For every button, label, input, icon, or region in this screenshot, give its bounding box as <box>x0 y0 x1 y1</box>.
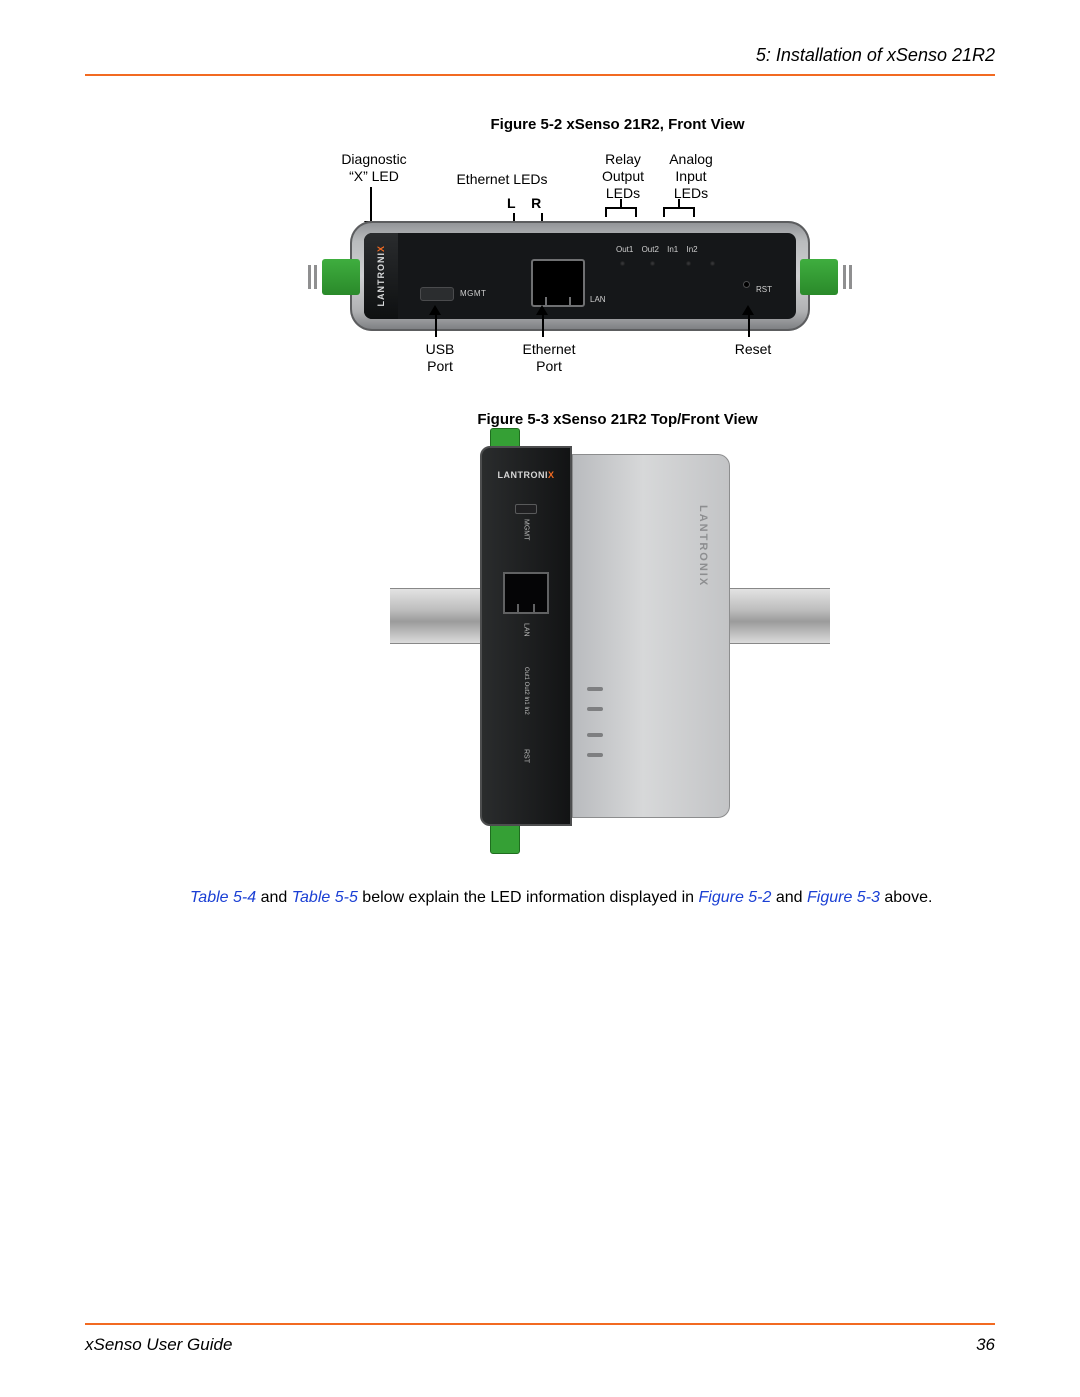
xref-table-5-5[interactable]: Table 5-5 <box>292 889 358 906</box>
callout-text: USB <box>426 341 455 357</box>
footer-page-number: 36 <box>976 1335 995 1355</box>
mgmt-label: MGMT <box>523 518 530 542</box>
callout-text: Output <box>602 168 644 184</box>
ethernet-port-icon <box>531 259 585 307</box>
device-side-face: LANTRONIX <box>572 454 730 818</box>
callout-line <box>678 199 680 207</box>
callout-text: Reset <box>735 341 772 357</box>
logo-text: X <box>376 245 386 252</box>
rst-label: RST <box>523 746 530 766</box>
footer-rule <box>85 1323 995 1325</box>
para-text: and <box>771 889 807 906</box>
lan-label: LAN <box>590 295 606 304</box>
callout-text: Input <box>675 168 706 184</box>
para-text: below explain the LED information displa… <box>358 889 699 906</box>
figure-5-2-caption: Figure 5-2 xSenso 21R2, Front View <box>240 116 995 133</box>
mgmt-label: MGMT <box>460 289 486 298</box>
arrow-up-icon <box>429 305 441 315</box>
led-icon <box>650 261 655 266</box>
led-icon <box>620 261 625 266</box>
callout-bracket <box>663 207 695 217</box>
rst-label: RST <box>756 285 772 294</box>
device-front-illustration: LANTRONIX MGMT LAN Out1 Out2 In1 In2 RST <box>350 221 810 331</box>
terminal-block-left-icon <box>322 259 360 295</box>
lantronix-side-logo: LANTRONIX <box>697 505 709 587</box>
device-front-face: LANTRONIX MGMT LAN Out1 Out2 In1 In2 RST <box>480 446 572 826</box>
callout-text: “X” LED <box>349 168 399 184</box>
led-icon <box>710 261 715 266</box>
logo-text: ANTRONI <box>503 470 548 480</box>
usb-port-icon <box>420 287 454 301</box>
lantronix-logo: LANTRONIX <box>376 245 386 307</box>
lan-label: LAN <box>523 620 530 640</box>
logo-text: X <box>548 470 555 480</box>
figure-5-3-caption: Figure 5-3 xSenso 21R2 Top/Front View <box>240 411 995 428</box>
arrow-up-icon <box>742 305 754 315</box>
body-paragraph: Table 5-4 and Table 5-5 below explain th… <box>190 886 945 909</box>
logo-text: LANTRONI <box>376 252 386 307</box>
callout-text: Ethernet LEDs <box>456 171 547 187</box>
led-labels: Out1 Out2 In1 In2 <box>616 245 698 254</box>
callout-relay-output-leds: Relay Output LEDs <box>593 151 653 201</box>
callout-line <box>435 313 437 337</box>
callout-text: Relay <box>605 151 641 167</box>
side-led-icon <box>587 707 603 711</box>
callout-line <box>748 313 750 337</box>
front-view-top-labels: Diagnostic “X” LED Ethernet LEDs Relay O… <box>335 151 825 221</box>
xref-figure-5-2[interactable]: Figure 5-2 <box>698 889 771 906</box>
side-led-icon <box>587 687 603 691</box>
footer-title: xSenso User Guide <box>85 1335 232 1355</box>
callout-analog-input-leds: Analog Input LEDs <box>661 151 721 201</box>
callout-text: Port <box>427 358 453 374</box>
callout-ethernet-leds: Ethernet LEDs <box>447 171 557 188</box>
lantronix-logo: LANTRONIX <box>482 470 570 480</box>
callout-diagnostic-led: Diagnostic “X” LED <box>329 151 419 185</box>
callout-text: Diagnostic <box>341 151 406 167</box>
terminal-block-right-icon <box>800 259 838 295</box>
para-text: above. <box>880 889 932 906</box>
ethernet-port-icon <box>503 572 549 614</box>
callout-line <box>542 313 544 337</box>
callout-reset: Reset <box>728 341 778 358</box>
callout-text: Analog <box>669 151 713 167</box>
usb-port-icon <box>515 504 537 514</box>
lr-label: L R <box>507 195 541 212</box>
xref-table-5-4[interactable]: Table 5-4 <box>190 889 256 906</box>
device-logo-strip: LANTRONIX <box>364 233 398 319</box>
callout-usb-port: USB Port <box>415 341 465 375</box>
reset-hole-icon <box>743 281 750 288</box>
callout-line <box>620 199 622 207</box>
side-led-icon <box>587 733 603 737</box>
header-rule <box>85 74 995 76</box>
device-topfront-illustration: LANTRONIX MGMT LAN Out1 Out2 In1 In2 RST… <box>480 446 740 836</box>
callout-text: LEDs <box>606 185 640 201</box>
callout-text: Port <box>536 358 562 374</box>
callout-line <box>370 187 372 223</box>
figure-5-3: LANTRONIX MGMT LAN Out1 Out2 In1 In2 RST… <box>480 446 740 836</box>
led-icon <box>686 261 691 266</box>
led-labels: Out1 Out2 In1 In2 <box>523 648 529 734</box>
page-footer: xSenso User Guide 36 <box>85 1323 995 1355</box>
callout-text: Ethernet <box>523 341 576 357</box>
arrow-up-icon <box>536 305 548 315</box>
side-led-icon <box>587 753 603 757</box>
front-view-bottom-labels: USB Port Ethernet Port Reset <box>335 335 825 385</box>
xref-figure-5-3[interactable]: Figure 5-3 <box>807 889 880 906</box>
callout-bracket <box>605 207 637 217</box>
callout-ethernet-port: Ethernet Port <box>514 341 584 375</box>
figure-5-2: Diagnostic “X” LED Ethernet LEDs Relay O… <box>335 151 825 385</box>
chapter-heading: 5: Installation of xSenso 21R2 <box>85 45 995 66</box>
para-text: and <box>256 889 292 906</box>
